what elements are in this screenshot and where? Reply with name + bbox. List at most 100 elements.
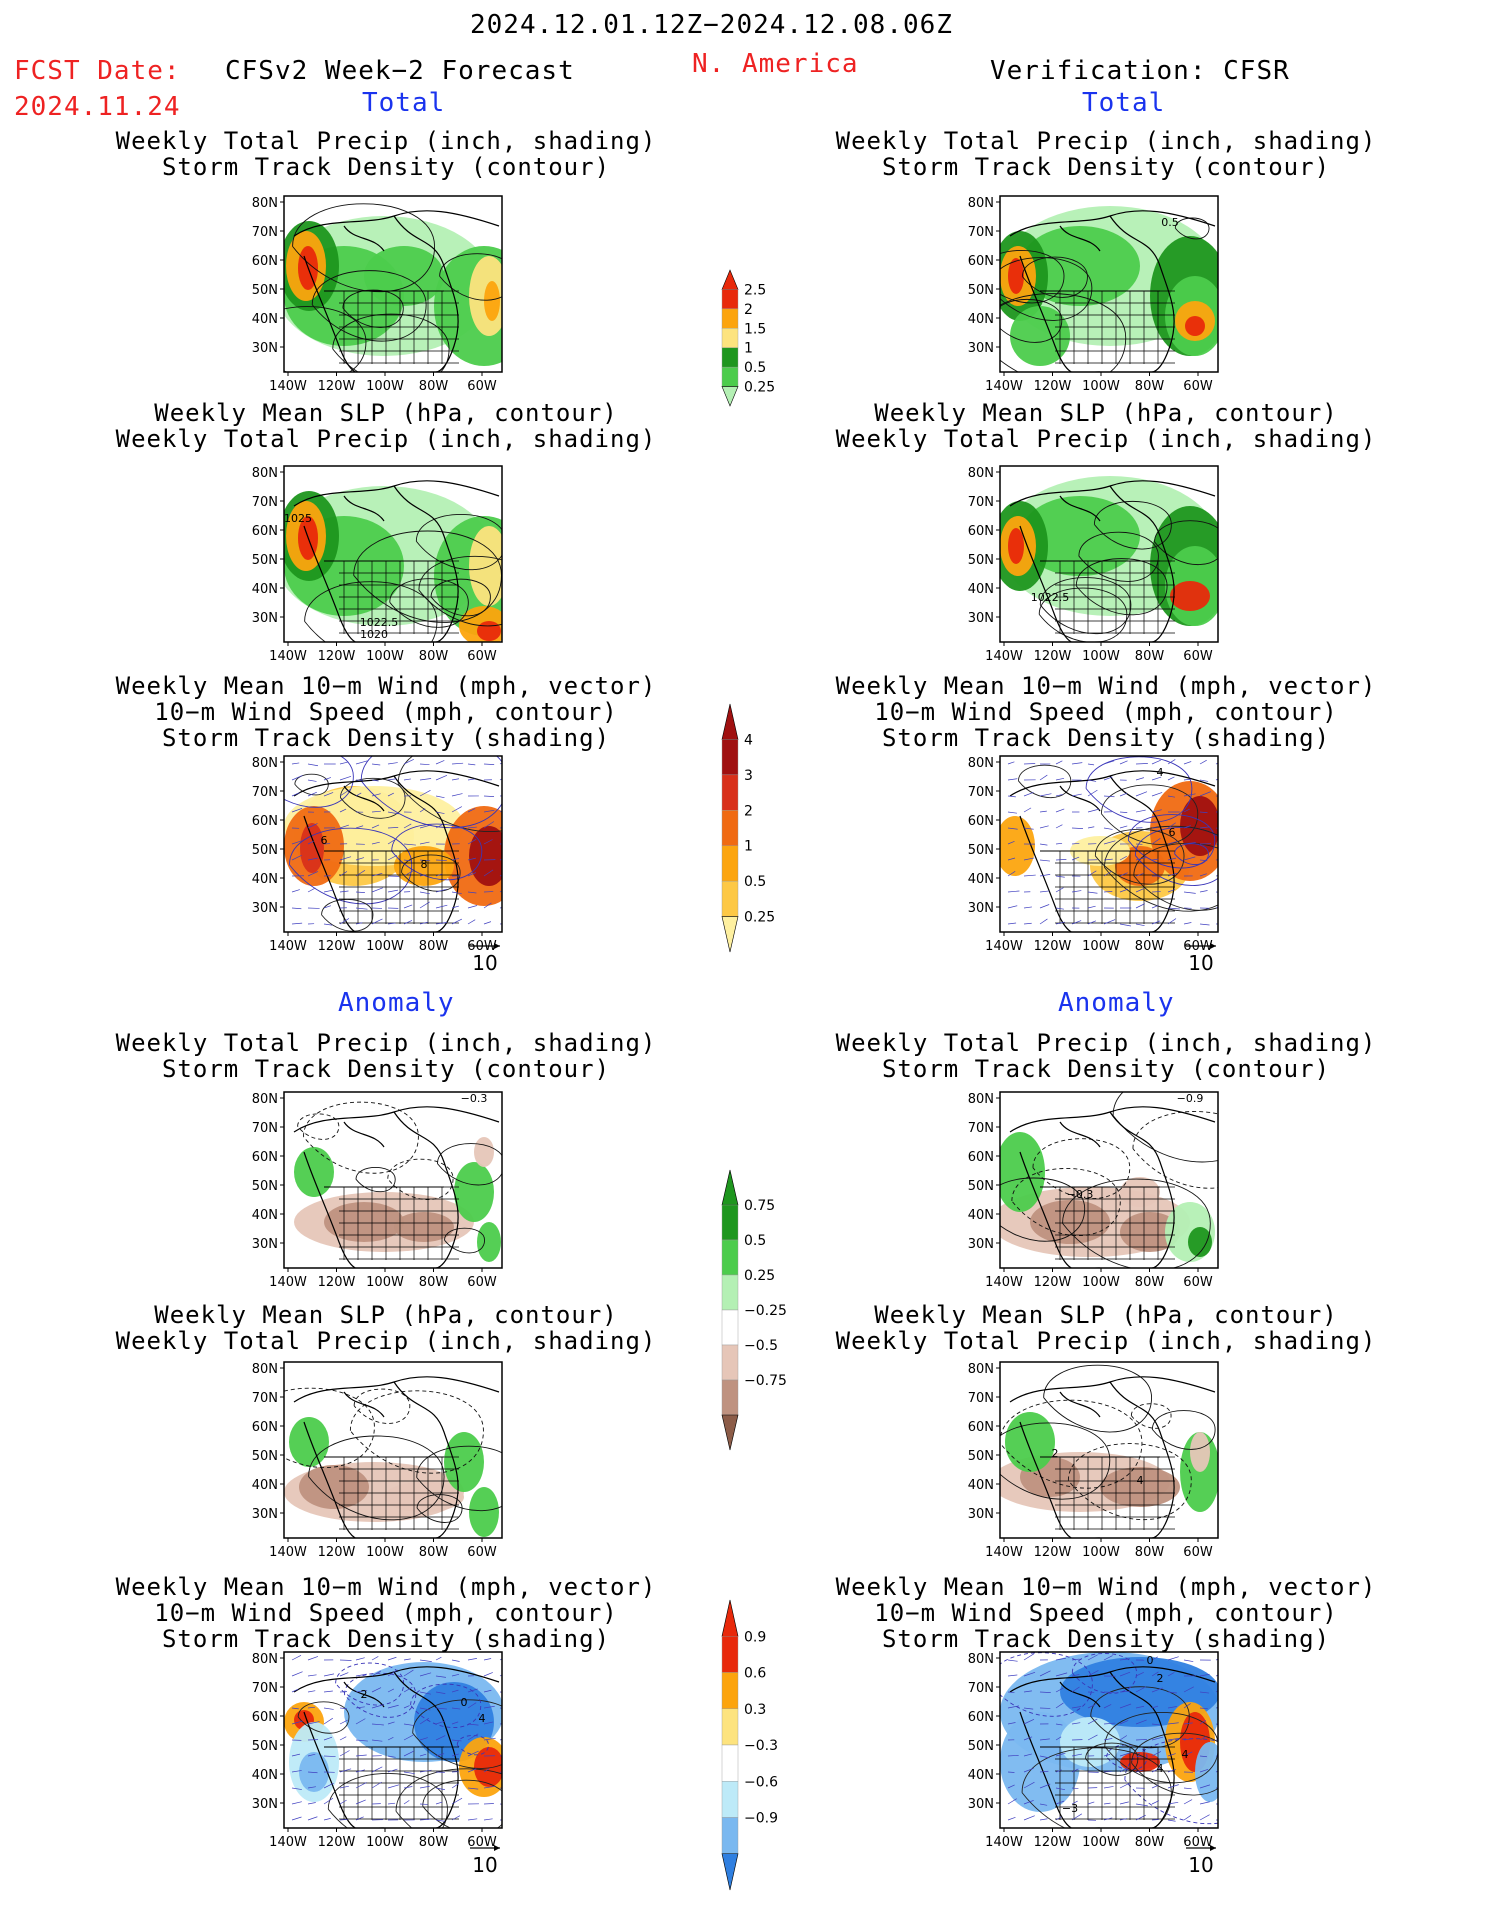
wind-vector [339, 871, 348, 877]
contour-line [422, 1779, 502, 1828]
title-fc-anom-precip: Weekly Total Precip (inch, shading) Storm… [115, 1029, 657, 1083]
wind-vector [307, 1721, 320, 1725]
wind-vector [1183, 1659, 1194, 1662]
lat-label: 80N [968, 1092, 994, 1107]
colorbar-label: 0.5 [744, 360, 766, 376]
colorbar-label: 1 [744, 839, 753, 855]
lat-label: 50N [252, 1179, 278, 1194]
wind-vector [1119, 792, 1128, 797]
wind-vector [355, 1782, 367, 1789]
lat-label: 50N [968, 1739, 994, 1754]
wind-vector [355, 1690, 368, 1693]
map-panel-fc-anom-wind: 80N 70N 60N 50N 40N 30N 140W 120W 100W 80W 60W 2 04 [252, 1651, 503, 1850]
wind-vector [1007, 1784, 1015, 1789]
wind-vector [499, 1674, 502, 1677]
wind-vector [307, 887, 316, 893]
contour-label: 2 [1157, 1672, 1164, 1685]
wind-vector [451, 778, 460, 781]
wind-vector [1151, 838, 1161, 845]
wind-vector [1151, 1800, 1160, 1805]
wind-vector [1071, 842, 1080, 845]
wind-vector [499, 1787, 502, 1789]
contour-line [395, 1768, 502, 1828]
shading-r [1185, 316, 1205, 336]
wind-vector [387, 855, 398, 861]
lat-label: 70N [968, 225, 994, 240]
wind-vector [387, 1784, 400, 1789]
contour-line [297, 1701, 350, 1734]
wind-vector [339, 1707, 347, 1710]
wind-vector [483, 921, 492, 925]
wind-vector [1071, 827, 1084, 829]
wind-vector [339, 1719, 348, 1725]
title-fc-total-slp: Weekly Mean SLP (hPa, contour) Weekly Tot… [115, 399, 657, 453]
wind-vector [1167, 822, 1176, 829]
wind-vector [1023, 1707, 1034, 1710]
wind-vector [387, 1704, 399, 1709]
wind-vector [1183, 842, 1196, 845]
lat-label: 80N [252, 756, 278, 771]
contour-line [416, 1445, 502, 1512]
lon-label: 140W [985, 1835, 1023, 1850]
wind-vector [483, 839, 493, 845]
wind-vector [483, 1737, 496, 1741]
lat-label: 30N [968, 1797, 994, 1812]
lon-label: 140W [269, 379, 307, 394]
wind-vector [1103, 891, 1113, 893]
wind-vector [323, 792, 334, 797]
contour-label: 1022.5 [360, 616, 399, 629]
lat-label: 30N [968, 901, 994, 916]
wind-vector [1055, 824, 1063, 829]
wind-vector [387, 1736, 394, 1741]
contour-line [1154, 520, 1218, 565]
colorbar-cap-top [721, 703, 739, 740]
wind-vector [1103, 1691, 1115, 1693]
contour-line [391, 823, 483, 881]
lat-label: 70N [252, 225, 278, 240]
wind-vector [451, 1753, 459, 1757]
contour-line [1151, 1410, 1216, 1450]
wind-vector [451, 1739, 462, 1742]
wind-vector [1151, 920, 1161, 925]
wind-vector [1119, 1752, 1131, 1757]
wind-vector [1167, 1706, 1177, 1709]
wind-vector [1135, 777, 1145, 781]
lat-label: 40N [968, 312, 994, 327]
wind-vector [307, 791, 317, 797]
wind-vector [1151, 759, 1161, 765]
wind-vector [1039, 1783, 1051, 1789]
lat-label: 60N [252, 524, 278, 539]
colorbar-label: 0.25 [744, 1268, 775, 1284]
wind-vector [355, 760, 368, 765]
shading-g2 [1020, 496, 1140, 576]
lon-label: 80W [419, 379, 449, 394]
shading-s6 [469, 826, 502, 886]
wind-vector [403, 843, 416, 846]
wind-vector [1087, 1670, 1099, 1677]
colorbar-segment [721, 774, 739, 811]
shading-b1 [474, 1137, 494, 1167]
wind-vector [1007, 827, 1018, 830]
wind-vector [467, 905, 478, 909]
map-panel-ver-total-slp: 80N 70N 60N 50N 40N 30N 140W 120W 100W 80W 60W 1022… [968, 465, 1219, 664]
wind-vector [467, 1723, 479, 1726]
wind-vector [1167, 1801, 1179, 1805]
wind-vector [483, 1721, 494, 1725]
wind-vector [1119, 760, 1128, 765]
reference-arrow-head [1210, 943, 1216, 949]
colorbar-cap-top [721, 1169, 739, 1206]
colorbar-segment [721, 347, 739, 368]
wind-vector [403, 1686, 413, 1693]
wind-vector [1199, 873, 1207, 877]
wind-vector [1119, 1782, 1130, 1789]
colorbar-segment [721, 1708, 739, 1746]
wind-vector [355, 922, 363, 925]
wind-vector [1023, 857, 1035, 861]
colorbar-cap-top [721, 269, 739, 290]
lat-label: 70N [968, 1121, 994, 1136]
shading-b1 [1120, 1177, 1160, 1207]
wind-vector [403, 1786, 413, 1789]
contour-line [410, 1683, 482, 1728]
contour-line [1011, 1168, 1121, 1237]
